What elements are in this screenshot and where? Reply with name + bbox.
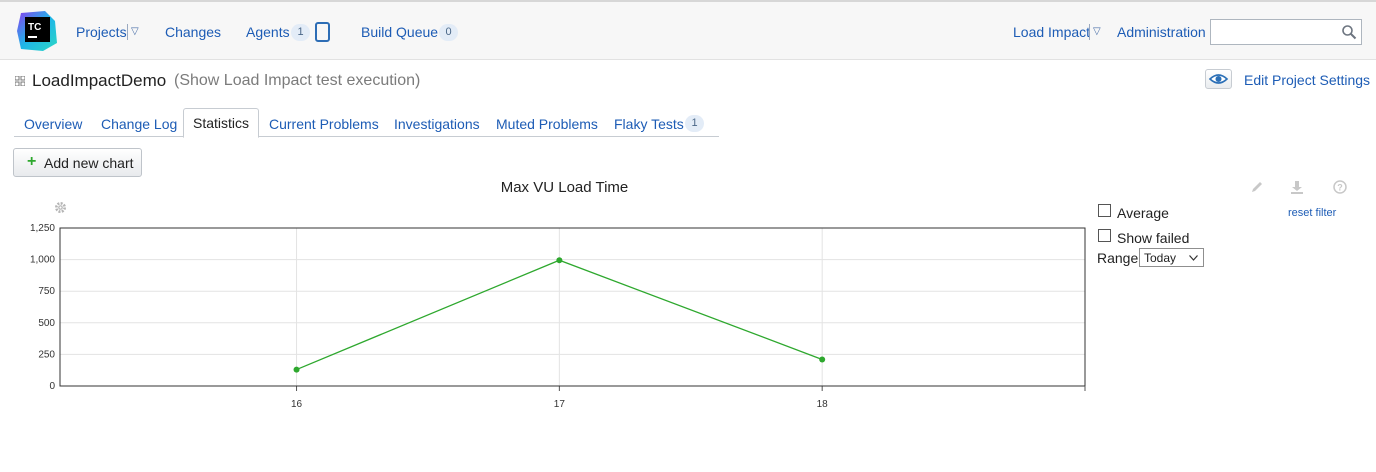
logo-text: TC bbox=[28, 22, 41, 33]
chevron-down-icon bbox=[1189, 255, 1198, 261]
average-label: Average bbox=[1117, 205, 1169, 221]
help-icon[interactable]: ? bbox=[1333, 180, 1347, 194]
flaky-tests-count-badge: 1 bbox=[685, 115, 704, 132]
nav-administration[interactable]: Administration bbox=[1117, 24, 1206, 40]
edit-project-settings-link[interactable]: Edit Project Settings bbox=[1244, 72, 1371, 88]
agents-count-badge: 1 bbox=[291, 24, 310, 41]
tab-overview[interactable]: Overview bbox=[24, 116, 83, 132]
watch-button[interactable] bbox=[1205, 69, 1232, 89]
nav-separator bbox=[1089, 24, 1090, 40]
svg-text:?: ? bbox=[1337, 183, 1343, 193]
agent-status-icon[interactable] bbox=[315, 22, 330, 42]
x-tick-label: 16 bbox=[291, 399, 303, 410]
eye-icon bbox=[1208, 74, 1229, 84]
nav-projects[interactable]: Projects bbox=[76, 24, 127, 40]
tab-muted-problems[interactable]: Muted Problems bbox=[496, 116, 598, 132]
y-tick-label: 1,250 bbox=[30, 223, 55, 234]
y-tick-label: 250 bbox=[38, 349, 55, 360]
range-select[interactable]: Today bbox=[1139, 248, 1204, 267]
average-checkbox[interactable] bbox=[1098, 204, 1111, 217]
search-icon[interactable] bbox=[1341, 24, 1357, 40]
add-new-chart-label: Add new chart bbox=[44, 155, 134, 171]
user-dropdown-icon[interactable]: ▽ bbox=[1093, 26, 1101, 37]
data-point bbox=[556, 257, 563, 264]
tab-current-problems[interactable]: Current Problems bbox=[269, 116, 379, 132]
build-queue-count-badge: 0 bbox=[439, 24, 458, 41]
range-label: Range bbox=[1097, 250, 1139, 266]
nav-agents[interactable]: Agents bbox=[246, 24, 290, 40]
download-icon[interactable] bbox=[1290, 180, 1304, 194]
show-failed-checkbox[interactable] bbox=[1098, 229, 1111, 242]
tab-change-log[interactable]: Change Log bbox=[101, 116, 178, 132]
plot-area-border bbox=[59, 227, 1086, 387]
chart-title: Max VU Load Time bbox=[501, 179, 629, 196]
projects-dropdown-icon[interactable]: ▽ bbox=[131, 26, 139, 37]
top-navigation-bar: TC Projects ▽ Changes Agents 1 Build Que… bbox=[0, 0, 1376, 60]
y-tick-label: 500 bbox=[38, 318, 55, 329]
y-tick-label: 750 bbox=[38, 286, 55, 297]
drag-handle-icon[interactable] bbox=[15, 76, 25, 86]
show-failed-label: Show failed bbox=[1117, 230, 1190, 246]
data-point bbox=[819, 356, 826, 363]
data-point bbox=[293, 366, 300, 373]
tabs-divider bbox=[14, 136, 719, 137]
nav-user-menu[interactable]: Load Impact bbox=[1013, 24, 1091, 40]
nav-build-queue[interactable]: Build Queue bbox=[361, 24, 439, 40]
gear-icon[interactable] bbox=[54, 201, 67, 214]
plus-icon: + bbox=[27, 153, 37, 170]
page-title: LoadImpactDemo bbox=[32, 71, 167, 90]
page-subtitle: (Show Load Impact test execution) bbox=[174, 72, 421, 89]
nav-changes[interactable]: Changes bbox=[165, 24, 222, 40]
range-selected-value: Today bbox=[1144, 251, 1177, 265]
x-tick-label: 17 bbox=[554, 399, 566, 410]
pencil-icon[interactable] bbox=[1250, 180, 1264, 194]
nav-separator bbox=[127, 24, 128, 40]
reset-filter-link[interactable]: reset filter bbox=[1288, 207, 1337, 219]
add-new-chart-button[interactable]: + Add new chart bbox=[13, 148, 142, 177]
teamcity-logo[interactable]: TC bbox=[15, 9, 59, 53]
y-tick-label: 0 bbox=[49, 381, 55, 392]
line-chart: Max VU Load Time 0 250 500 750 1,000 1,250 16 17… bbox=[30, 179, 1086, 410]
tab-investigations[interactable]: Investigations bbox=[394, 116, 480, 132]
tab-flaky-tests[interactable]: Flaky Tests bbox=[614, 116, 684, 132]
tab-statistics[interactable]: Statistics bbox=[183, 108, 259, 138]
search-input[interactable] bbox=[1210, 19, 1362, 45]
x-tick-label: 18 bbox=[817, 399, 829, 410]
y-tick-label: 1,000 bbox=[30, 255, 55, 266]
